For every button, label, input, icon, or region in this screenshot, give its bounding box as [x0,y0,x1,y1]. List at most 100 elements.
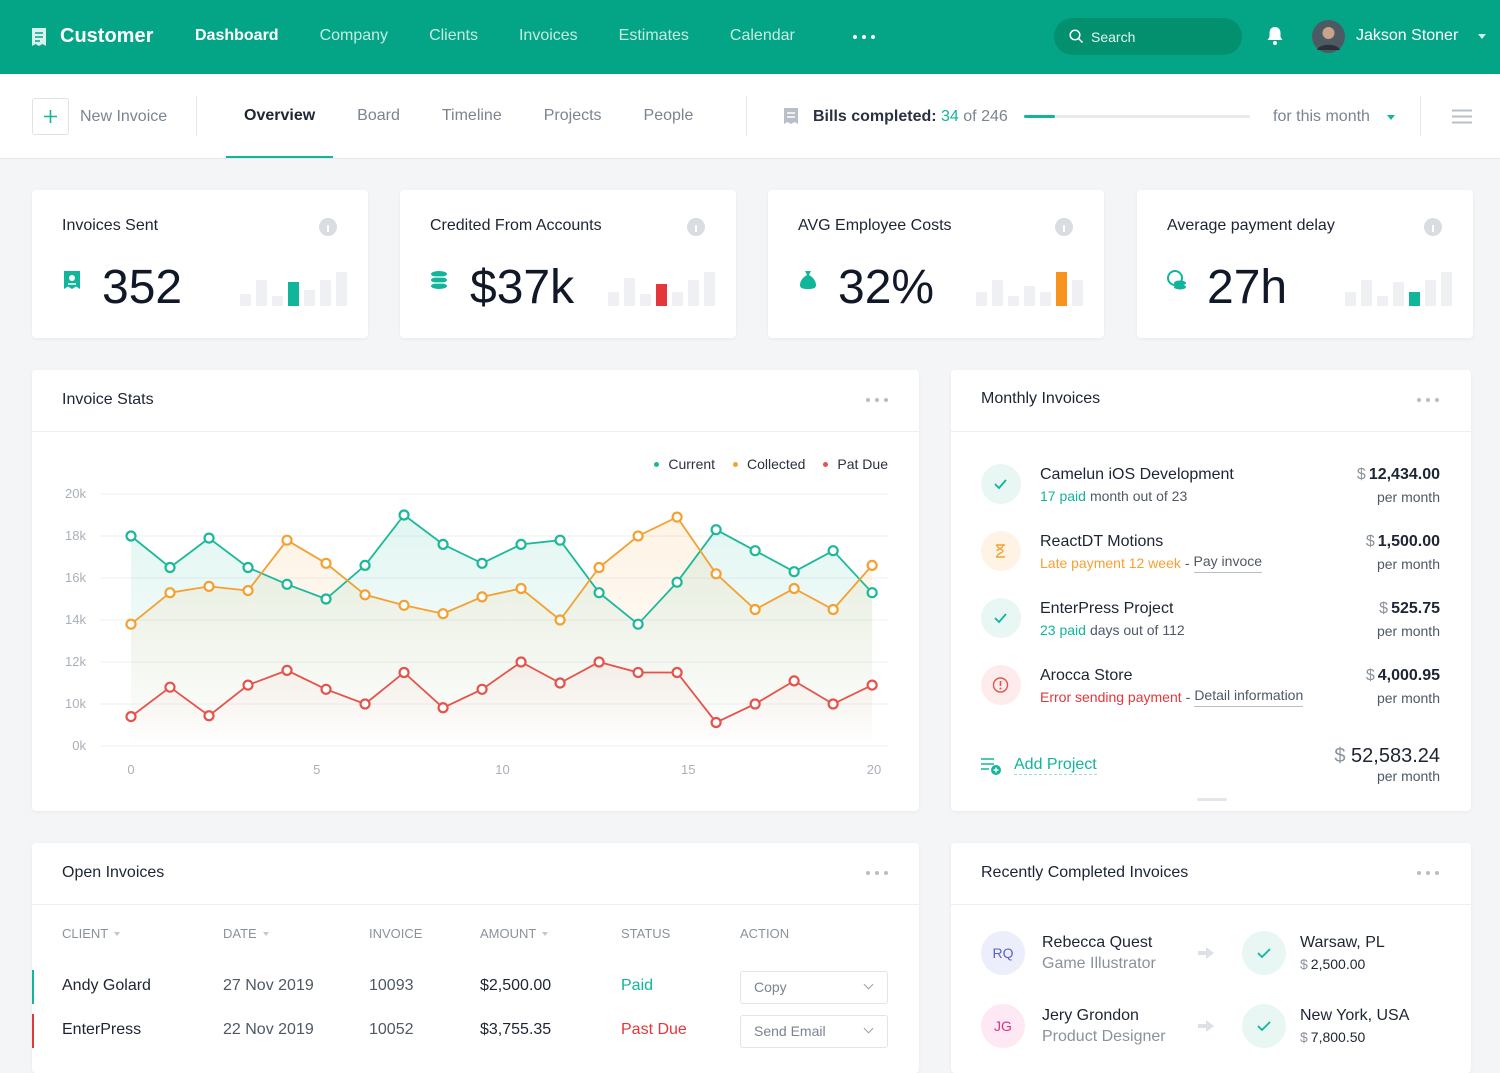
tab[interactable]: Overview [226,74,334,158]
series-area [131,662,873,746]
item-sub-part[interactable]: Detail information [1194,687,1304,707]
more-icon[interactable] [853,35,875,39]
mini-bar [656,284,667,306]
info-mark [695,225,697,232]
data-point [476,557,488,569]
data-point [242,561,254,574]
nav-item[interactable]: Invoices [518,27,578,44]
bills-of: of [963,108,977,125]
info-icon[interactable] [1055,218,1073,236]
nav-item[interactable]: Clients [429,27,478,44]
mini-bar [1345,292,1356,306]
data-point [710,716,722,729]
mini-bar [1441,272,1452,306]
card-title: Invoice Stats [62,391,154,408]
status-glyph [996,544,1005,558]
menu-icon[interactable] [1452,109,1472,124]
column-header[interactable]: CLIENT [62,924,121,944]
y-tick-label: 18k [65,528,86,543]
item-amount: $4,000.95 [1366,666,1440,686]
stat-card: Invoices Sent 352 [32,190,368,338]
more-icon[interactable] [1417,871,1439,875]
info-icon[interactable] [1424,218,1442,236]
data-point [476,591,488,603]
column-header: INVOICE [369,924,422,944]
item-name: Camelun iOS Development [1040,466,1234,483]
more-icon[interactable] [1417,398,1439,402]
column-header[interactable]: AMOUNT [480,924,549,944]
data-point [359,589,371,601]
invoice-stats-card: Invoice Stats Current Collected Pat Due 20… [32,370,919,811]
nav-menu: Dashboard Company Clients Invoices Estimates… [195,26,795,46]
mini-bar [1072,280,1083,306]
action-select[interactable]: Copy [740,971,888,1004]
x-tick-label: 0 [127,762,134,777]
data-point [359,698,371,710]
mini-bar [992,280,1003,306]
period-select[interactable]: for this month [1273,108,1370,125]
person-role: Game Illustrator [1042,955,1156,972]
info-icon[interactable] [319,218,337,236]
more-icon[interactable] [866,398,888,402]
table-cell: 10052 [369,1021,414,1038]
nav-item[interactable]: Estimates [618,27,689,44]
mini-bar [640,294,651,306]
add-project-link[interactable]: Add Project [1014,756,1097,775]
more-icon[interactable] [866,871,888,875]
action-select[interactable]: Send Email [740,1015,888,1048]
data-point [866,587,878,599]
mini-bar [704,272,715,306]
bills-total: 246 [981,108,1008,125]
item-sub-part: Error sending payment [1040,689,1182,705]
item-sub-part[interactable]: Pay invoce [1193,553,1263,573]
user-name[interactable]: Jakson Stoner [1356,27,1459,44]
tab[interactable]: Board [357,107,400,124]
tab[interactable]: Timeline [441,107,502,124]
item-sub: 17 paid month out of 23 [1040,486,1187,506]
item-sub-part: - [1184,555,1190,571]
stat-icon [431,271,447,289]
nav-item[interactable]: Company [319,27,389,44]
action-label: Copy [754,979,787,995]
bell-icon[interactable] [1266,26,1284,46]
legend-item: Current [654,454,715,474]
search-icon [1069,29,1084,44]
mini-bar [608,292,619,306]
stat-value: 27h [1207,261,1288,314]
table-cell: 27 Nov 2019 [223,977,314,994]
item-amount: $525.75 [1379,599,1440,619]
stat-title: AVG Employee Costs [798,217,952,234]
info-icon[interactable] [687,218,705,236]
done-icon [1242,1004,1286,1048]
currency: $ [1365,533,1375,550]
data-point [359,559,371,571]
currency: $ [1379,600,1389,617]
row-marker [32,970,34,1004]
brand[interactable]: Customer [60,25,154,47]
card-title: Recently Completed Invoices [981,864,1189,881]
plus-icon [44,110,57,123]
status-icon [981,531,1021,571]
table-cell: $2,500.00 [480,977,552,994]
table-cell: 22 Nov 2019 [223,1021,314,1038]
new-invoice-label[interactable]: New Invoice [80,108,168,125]
new-invoice-button[interactable] [32,98,69,135]
mini-bar [1024,286,1035,306]
column-header: ACTION [740,924,789,944]
tab[interactable]: Projects [543,107,602,124]
mini-bar [672,292,683,306]
column-header[interactable]: DATE [223,924,269,944]
data-point [164,681,176,693]
card-title: Open Invoices [62,864,165,881]
nav-item[interactable]: Calendar [729,27,795,44]
search-box[interactable]: Search [1054,18,1242,55]
data-point [632,530,644,542]
series-line [130,660,873,724]
nav-item[interactable]: Dashboard [195,27,279,44]
legend-label: Collected [747,456,806,472]
user-avatar[interactable] [1312,20,1345,53]
divider [196,96,197,136]
x-tick-label: 5 [313,762,320,777]
tab[interactable]: People [643,107,694,124]
